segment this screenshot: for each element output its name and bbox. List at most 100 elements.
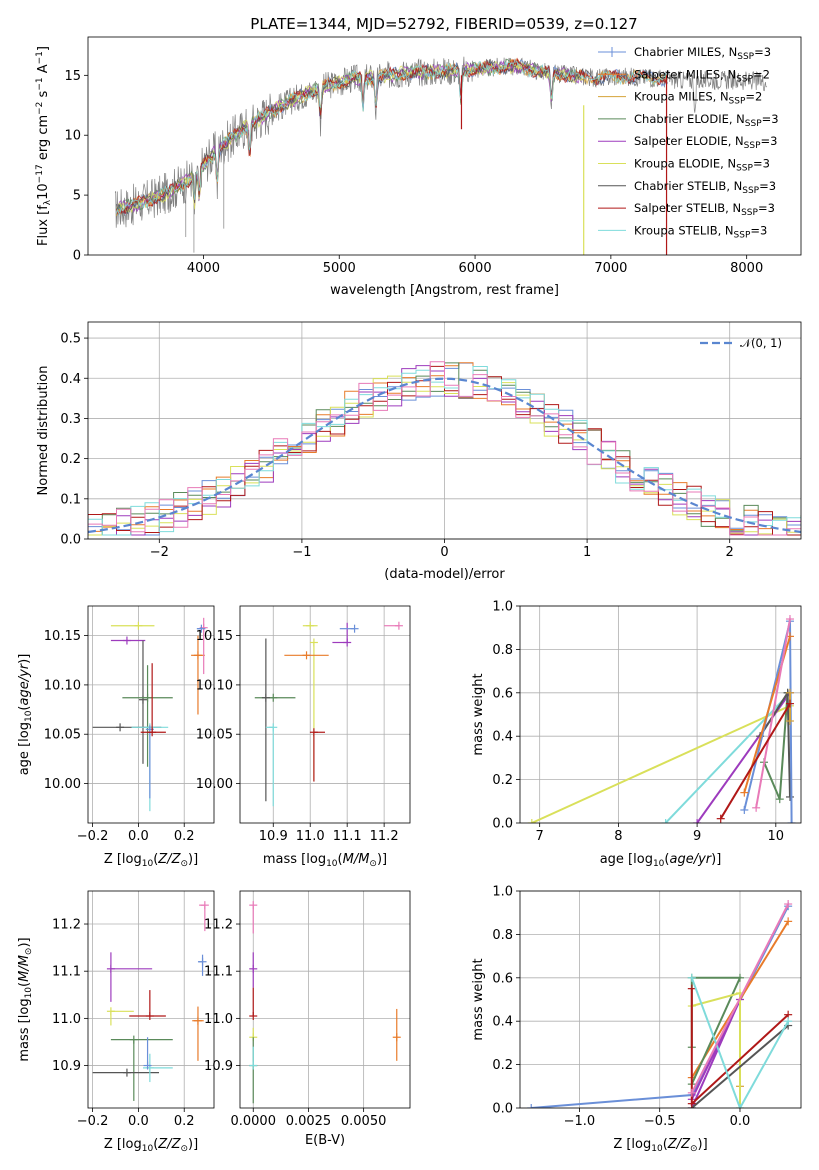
y-tick-label: 0.4 [60, 372, 81, 387]
x-tick-label: 10.9 [259, 829, 288, 844]
y-tick-label: 0.4 [492, 730, 513, 745]
x-tick-label: 0.2 [174, 1114, 195, 1129]
data-point [197, 954, 207, 976]
x-tick-label: 8 [614, 829, 622, 844]
series-lines [527, 615, 796, 823]
x-axis-label: (data-model)/error [384, 567, 505, 582]
data-point [140, 663, 166, 737]
histogram-series [88, 365, 801, 536]
data-point [129, 990, 166, 1021]
x-tick-label: −2 [150, 545, 169, 560]
y-tick-label: 0.1 [60, 492, 81, 507]
x-axis-label: E(B-V) [305, 1133, 345, 1148]
y-tick-label: 15 [64, 69, 81, 84]
x-tick-label: 6000 [459, 261, 492, 276]
x-tick-label: 0.0 [128, 1114, 149, 1129]
x-tick-label: 0.0050 [341, 1114, 387, 1129]
data-point [92, 1068, 160, 1077]
y-tick-label: 0.5 [60, 332, 81, 347]
legend-entry: Kroupa MILES, NSSP=2 [634, 90, 762, 107]
errorbar-points [92, 617, 208, 812]
x-tick-label: −0.2 [77, 829, 109, 844]
data-point [249, 1046, 258, 1070]
y-axis-label: Normed distribution [36, 366, 51, 496]
series-line [690, 999, 741, 1108]
y-tick-label: 10.00 [44, 777, 81, 792]
y-tick-label: 0.8 [492, 643, 513, 658]
y-tick-label: 5 [73, 189, 81, 204]
x-tick-label: 0.0025 [286, 1114, 332, 1129]
x-axis-label: Z [log10(Z/Z⊙)] [104, 852, 198, 869]
data-point [138, 640, 147, 764]
legend-entry: Kroupa ELODIE, NSSP=3 [634, 157, 770, 174]
x-axis-label: mass [log10(M/M⊙)] [263, 852, 387, 869]
data-point [110, 636, 146, 645]
model-spectrum-line [116, 60, 668, 216]
legend: Chabrier MILES, NSSP=3 Salpeter MILES, NS… [598, 45, 779, 240]
x-axis-label: wavelength [Angstrom, rest frame] [330, 283, 559, 298]
x-tick-label: 11.0 [296, 829, 325, 844]
x-tick-label: 0.0000 [230, 1114, 276, 1129]
y-tick-label: 10.05 [196, 728, 233, 743]
y-tick-label: 0.6 [492, 686, 513, 701]
y-axis-label: mass [log10(M/M⊙)] [17, 937, 34, 1061]
x-tick-label: 0.2 [174, 829, 195, 844]
y-axis-label: mass weight [471, 958, 486, 1040]
axes-frame [519, 890, 802, 1109]
chart-title: PLATE=1344, MJD=52792, FIBERID=0539, z=0… [250, 15, 637, 33]
y-tick-label: 0.8 [492, 928, 513, 943]
y-tick-label: 11.1 [52, 965, 81, 980]
y-tick-label: 0.2 [492, 773, 513, 788]
y-tick-label: 0.0 [60, 533, 81, 548]
histogram-series [88, 365, 801, 536]
data-point [106, 1007, 134, 1026]
axes-frame [87, 36, 802, 256]
gaussian-line [88, 377, 801, 534]
data-point [339, 624, 359, 633]
data-point [106, 952, 153, 1002]
legend-entry: Salpeter STELIB, NSSP=3 [634, 201, 775, 218]
spectrum-lines [114, 56, 768, 255]
x-tick-label: 7 [536, 829, 544, 844]
legend-entry: Kroupa STELIB, NSSP=3 [634, 223, 767, 240]
data-point [332, 622, 352, 647]
y-tick-label: 0.2 [492, 1058, 513, 1073]
x-tick-label: 0 [440, 545, 448, 560]
x-tick-label: −1 [292, 545, 311, 560]
errorbar-points [249, 901, 401, 1104]
histogram-steps [88, 361, 801, 536]
series-line [664, 692, 791, 823]
panel-age-vs-Z: −0.2 0.0 0.2 10.00 10.05 10.10 10.15 Z [log10(Z… [17, 605, 215, 869]
series-lines [527, 900, 793, 1108]
data-point [392, 1008, 401, 1061]
data-point [249, 987, 258, 1021]
x-tick-label: 10 [768, 829, 785, 844]
panel-mass-vs-Z: −0.2 0.0 0.2 10.9 11.0 11.1 11.2 Z [log10(Z/Z⊙)… [17, 890, 215, 1154]
series-line [691, 1024, 789, 1108]
y-tick-label: 0.0 [492, 1102, 513, 1117]
y-tick-label: 11.2 [52, 918, 81, 933]
panel-mass-vs-EBV: 0.0000 0.0025 0.0050 10.9 11.0 11.1 11.2 E(B-V) [204, 890, 411, 1148]
y-tick-label: 10.15 [44, 629, 81, 644]
x-tick-label: 1 [583, 545, 591, 560]
y-tick-label: 10 [64, 129, 81, 144]
y-tick-label: 0.2 [60, 452, 81, 467]
data-point [110, 1035, 173, 1101]
y-tick-label: 0.3 [60, 412, 81, 427]
y-tick-label: 11.2 [204, 918, 233, 933]
legend-entry: 𝒩(0, 1) [740, 336, 782, 350]
y-axis-label: age [log10(age/yr)] [17, 654, 34, 776]
data-point [143, 1037, 152, 1070]
legend-entry: Chabrier STELIB, NSSP=3 [634, 179, 776, 196]
x-tick-label: 0.0 [730, 1114, 751, 1129]
axes-frame [239, 890, 411, 1109]
data-point [261, 638, 270, 802]
y-tick-label: 0 [73, 249, 81, 264]
y-tick-label: 0.0 [492, 817, 513, 832]
errorbar-points [254, 621, 403, 807]
data-point [284, 651, 329, 660]
y-tick-label: 10.05 [44, 728, 81, 743]
series-line [719, 703, 791, 820]
